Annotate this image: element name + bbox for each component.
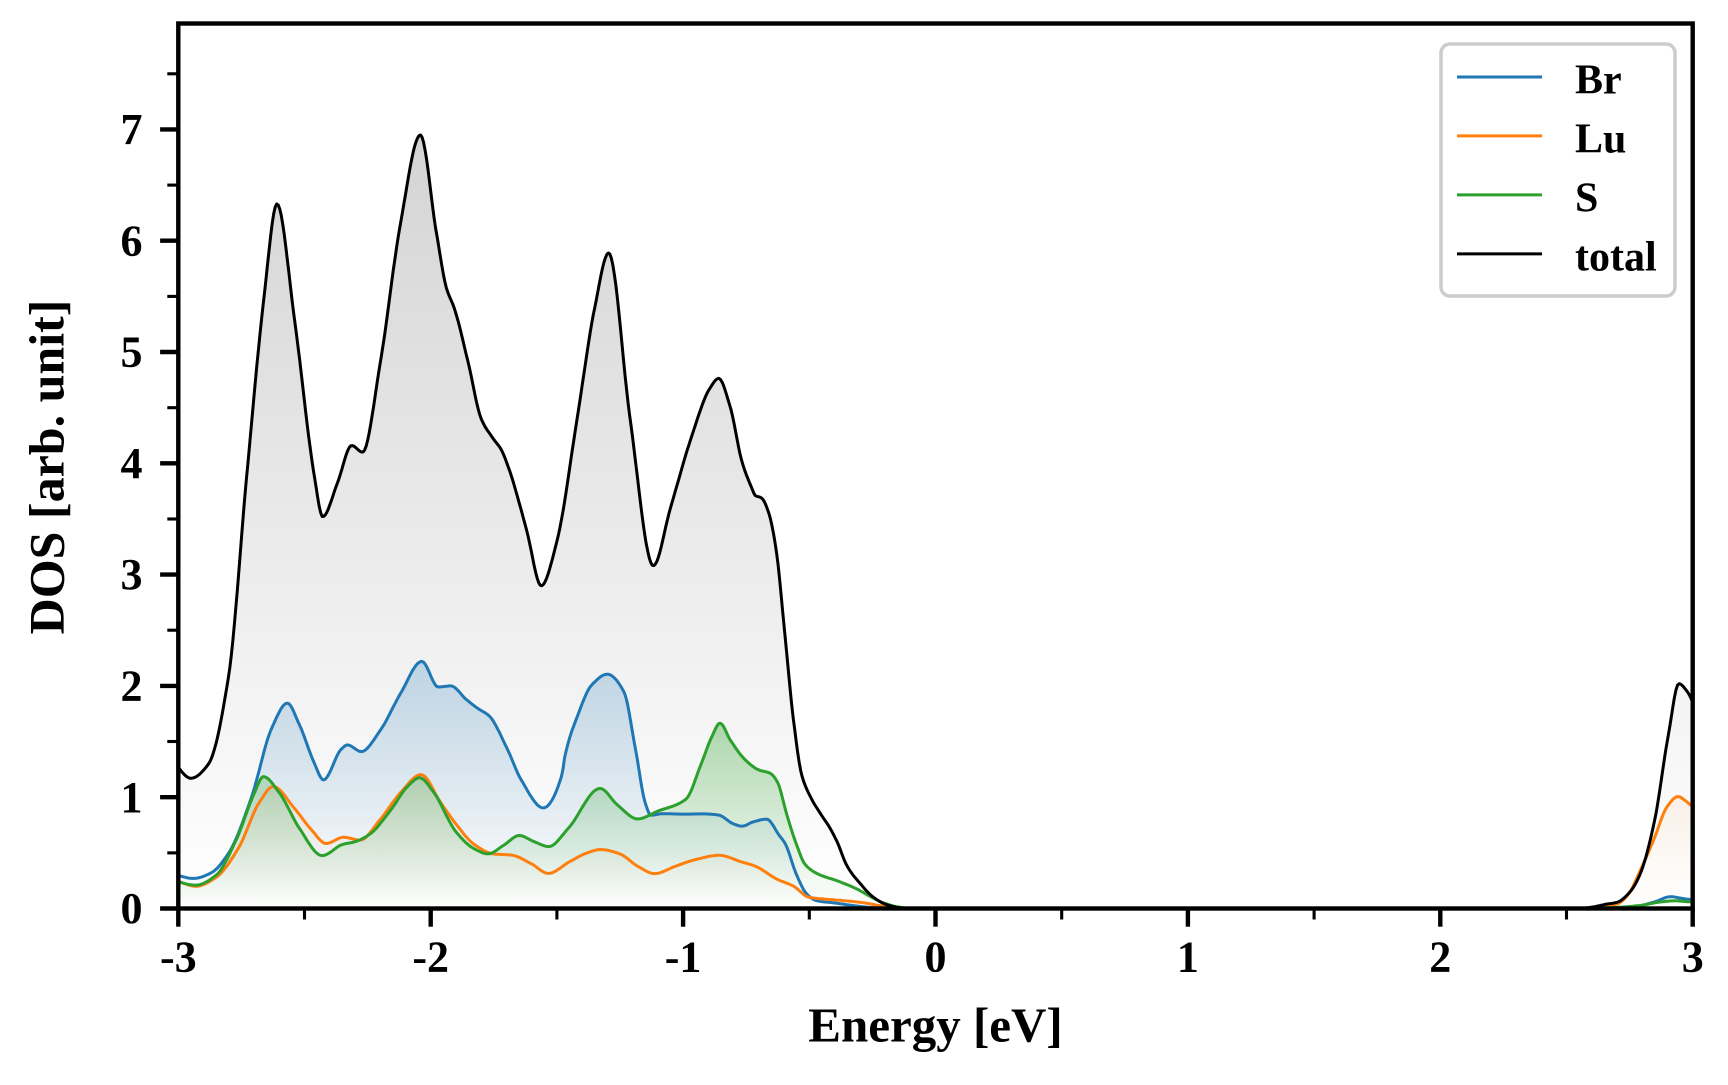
svg-text:3: 3 (121, 550, 143, 599)
svg-text:2: 2 (121, 662, 143, 711)
svg-text:-1: -1 (665, 933, 702, 982)
svg-text:Lu: Lu (1575, 116, 1626, 162)
svg-text:S: S (1575, 175, 1598, 221)
svg-text:7: 7 (121, 105, 143, 154)
svg-text:3: 3 (1682, 933, 1704, 982)
svg-text:0: 0 (925, 933, 947, 982)
svg-text:Br: Br (1575, 58, 1622, 104)
svg-text:4: 4 (121, 439, 143, 488)
svg-text:5: 5 (121, 328, 143, 377)
svg-text:0: 0 (121, 884, 143, 933)
svg-text:6: 6 (121, 216, 143, 265)
svg-text:total: total (1575, 234, 1657, 280)
svg-text:1: 1 (1177, 933, 1199, 982)
svg-text:-3: -3 (160, 933, 197, 982)
svg-text:DOS [arb. unit]: DOS [arb. unit] (19, 300, 75, 635)
svg-text:Energy [eV]: Energy [eV] (808, 998, 1062, 1053)
svg-text:-2: -2 (412, 933, 449, 982)
svg-text:1: 1 (121, 773, 143, 822)
svg-text:2: 2 (1429, 933, 1451, 982)
